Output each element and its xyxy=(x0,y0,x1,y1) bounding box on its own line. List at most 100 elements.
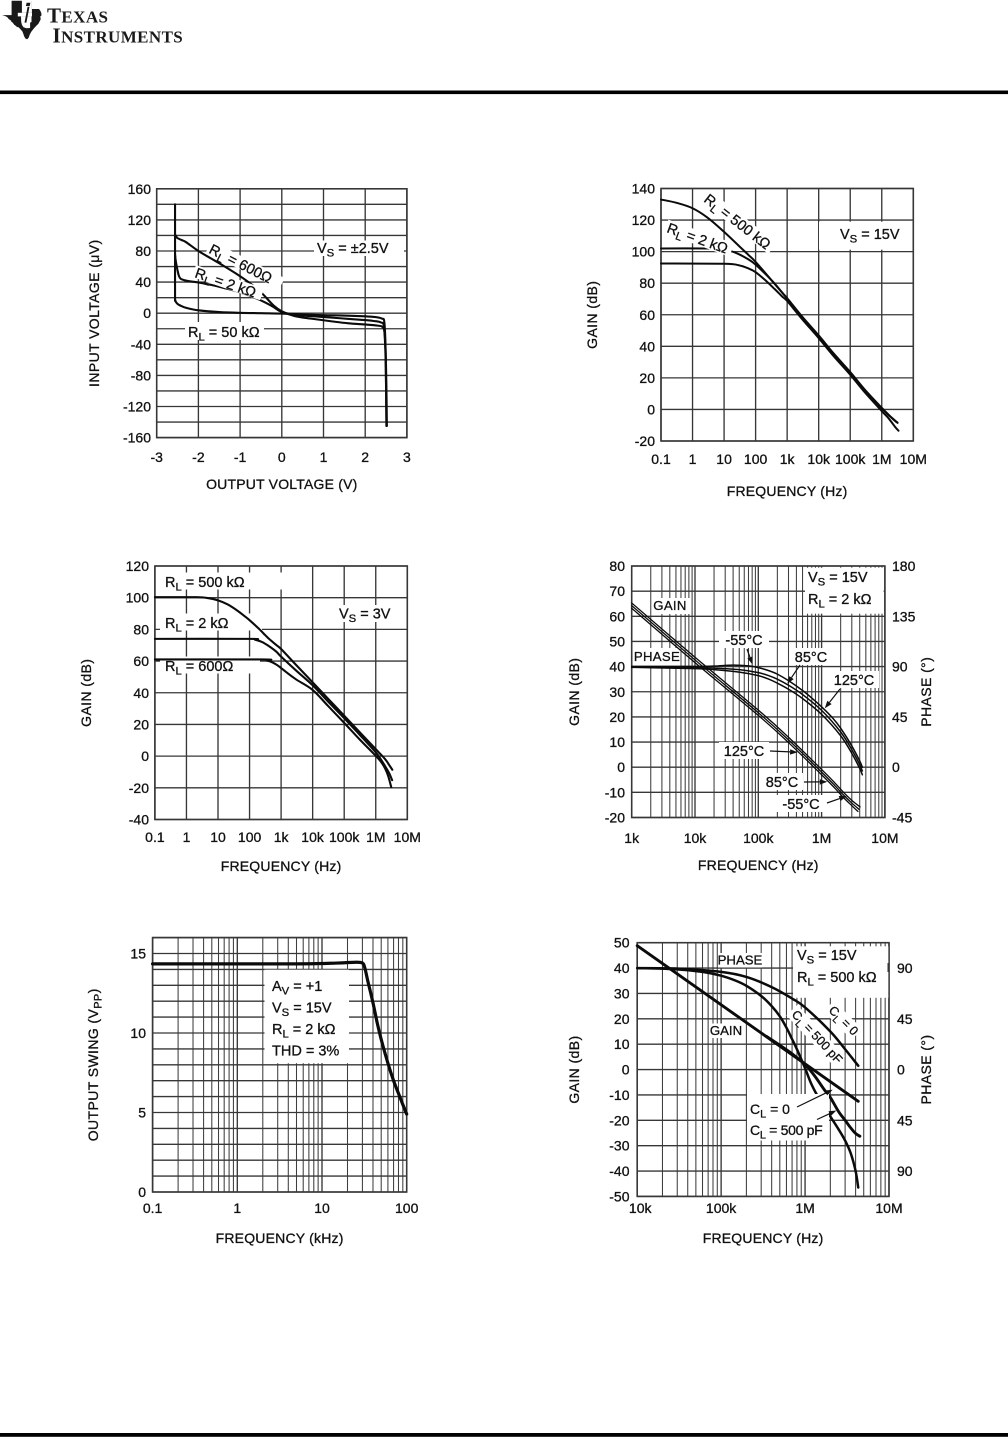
svg-text:85°C: 85°C xyxy=(766,775,798,791)
svg-text:180: 180 xyxy=(892,558,916,574)
svg-text:1k: 1k xyxy=(780,451,796,467)
svg-text:GAIN (dB): GAIN (dB) xyxy=(584,281,600,349)
svg-text:1M: 1M xyxy=(872,451,891,467)
svg-text:GAIN: GAIN xyxy=(653,598,686,613)
svg-text:10M: 10M xyxy=(900,451,927,467)
svg-text:OUTPUT VOLTAGE (V): OUTPUT VOLTAGE (V) xyxy=(206,476,357,492)
svg-text:10k: 10k xyxy=(807,451,831,467)
svg-text:70: 70 xyxy=(609,583,625,599)
svg-text:30: 30 xyxy=(609,684,625,700)
svg-text:-20: -20 xyxy=(129,780,149,796)
svg-text:-20: -20 xyxy=(609,1112,629,1128)
svg-text:100: 100 xyxy=(126,590,150,606)
svg-text:0: 0 xyxy=(143,305,151,321)
svg-text:-40: -40 xyxy=(131,336,151,352)
svg-text:40: 40 xyxy=(614,960,630,976)
svg-text:125°C: 125°C xyxy=(834,673,874,689)
svg-text:10k: 10k xyxy=(629,1200,653,1216)
svg-text:0: 0 xyxy=(647,401,655,417)
svg-text:125°C: 125°C xyxy=(724,744,764,760)
svg-text:20: 20 xyxy=(614,1011,630,1027)
svg-text:-160: -160 xyxy=(123,430,151,446)
svg-text:CL = 0: CL = 0 xyxy=(750,1101,790,1121)
svg-text:-55°C: -55°C xyxy=(782,797,819,813)
svg-text:OUTPUT SWING (VPP): OUTPUT SWING (VPP) xyxy=(85,988,105,1141)
svg-text:120: 120 xyxy=(126,558,150,574)
svg-text:10: 10 xyxy=(314,1200,330,1216)
svg-text:GAIN (dB): GAIN (dB) xyxy=(566,658,582,726)
svg-text:-55°C: -55°C xyxy=(725,633,762,649)
svg-text:10M: 10M xyxy=(871,830,898,846)
svg-text:20: 20 xyxy=(609,709,625,725)
svg-text:10: 10 xyxy=(716,451,732,467)
svg-text:10: 10 xyxy=(614,1036,630,1052)
svg-text:10M: 10M xyxy=(394,829,421,845)
svg-text:-50: -50 xyxy=(609,1188,629,1204)
svg-text:90: 90 xyxy=(892,659,908,675)
svg-text:-10: -10 xyxy=(609,1087,629,1103)
svg-text:CL = 500 pF: CL = 500 pF xyxy=(750,1122,822,1142)
svg-text:0: 0 xyxy=(897,1062,905,1078)
svg-text:-1: -1 xyxy=(234,449,247,465)
svg-text:50: 50 xyxy=(609,634,625,650)
svg-text:20: 20 xyxy=(639,370,655,386)
svg-text:40: 40 xyxy=(639,338,655,354)
svg-text:FREQUENCY (Hz): FREQUENCY (Hz) xyxy=(703,1230,824,1246)
svg-text:-80: -80 xyxy=(131,367,151,383)
svg-text:0.1: 0.1 xyxy=(145,829,165,845)
svg-text:80: 80 xyxy=(133,621,149,637)
svg-text:15: 15 xyxy=(130,946,146,962)
svg-text:VS = 3V: VS = 3V xyxy=(339,607,391,626)
svg-text:1M: 1M xyxy=(812,830,831,846)
svg-text:VS = 15V: VS = 15V xyxy=(840,227,900,246)
svg-text:90: 90 xyxy=(897,1163,913,1179)
svg-text:-120: -120 xyxy=(123,399,151,415)
svg-text:1k: 1k xyxy=(624,830,640,846)
svg-text:GAIN (dB): GAIN (dB) xyxy=(78,659,94,727)
svg-text:-20: -20 xyxy=(635,433,655,449)
svg-text:10: 10 xyxy=(609,734,625,750)
svg-text:3: 3 xyxy=(403,449,411,465)
svg-text:-3: -3 xyxy=(150,449,163,465)
svg-text:VS = ±2.5V: VS = ±2.5V xyxy=(317,241,389,260)
svg-text:VS = 15V: VS = 15V xyxy=(808,570,868,589)
svg-text:0: 0 xyxy=(138,1184,146,1200)
svg-text:VS = 15V: VS = 15V xyxy=(272,1001,332,1020)
svg-text:10k: 10k xyxy=(301,829,325,845)
svg-text:FREQUENCY (kHz): FREQUENCY (kHz) xyxy=(216,1230,344,1246)
svg-text:FREQUENCY (Hz): FREQUENCY (Hz) xyxy=(221,858,342,874)
svg-text:30: 30 xyxy=(614,985,630,1001)
svg-text:RL = 2 kΩ: RL = 2 kΩ xyxy=(165,616,229,635)
svg-text:GAIN: GAIN xyxy=(710,1023,742,1038)
svg-text:120: 120 xyxy=(128,212,152,228)
svg-text:5: 5 xyxy=(138,1105,146,1121)
svg-text:-2: -2 xyxy=(192,449,205,465)
svg-text:1: 1 xyxy=(183,829,191,845)
svg-text:RL = 50 kΩ: RL = 50 kΩ xyxy=(188,325,260,344)
svg-text:45: 45 xyxy=(892,709,908,725)
svg-text:RL = 500 kΩ: RL = 500 kΩ xyxy=(165,575,245,594)
svg-text:FREQUENCY (Hz): FREQUENCY (Hz) xyxy=(698,857,819,873)
svg-text:40: 40 xyxy=(135,274,151,290)
svg-text:INPUT VOLTAGE (μV): INPUT VOLTAGE (μV) xyxy=(86,239,102,387)
svg-text:VS = 15V: VS = 15V xyxy=(797,948,857,967)
svg-text:GAIN (dB): GAIN (dB) xyxy=(566,1035,582,1103)
svg-text:1: 1 xyxy=(689,451,697,467)
svg-text:INSTRUMENTS: INSTRUMENTS xyxy=(53,24,184,48)
svg-text:85°C: 85°C xyxy=(795,650,827,666)
svg-text:-40: -40 xyxy=(129,812,149,828)
svg-text:140: 140 xyxy=(632,181,656,197)
svg-text:TEXAS: TEXAS xyxy=(47,4,108,28)
svg-text:60: 60 xyxy=(609,608,625,624)
svg-text:50: 50 xyxy=(614,935,630,951)
svg-text:60: 60 xyxy=(639,307,655,323)
svg-text:100: 100 xyxy=(744,451,768,467)
svg-text:0: 0 xyxy=(892,759,900,775)
svg-text:RL = 600Ω: RL = 600Ω xyxy=(165,659,233,678)
svg-text:0: 0 xyxy=(622,1062,630,1078)
svg-text:0.1: 0.1 xyxy=(651,451,671,467)
svg-text:-10: -10 xyxy=(605,784,625,800)
svg-text:AV = +1: AV = +1 xyxy=(272,979,322,998)
svg-text:10M: 10M xyxy=(875,1200,902,1216)
svg-text:10: 10 xyxy=(130,1025,146,1041)
